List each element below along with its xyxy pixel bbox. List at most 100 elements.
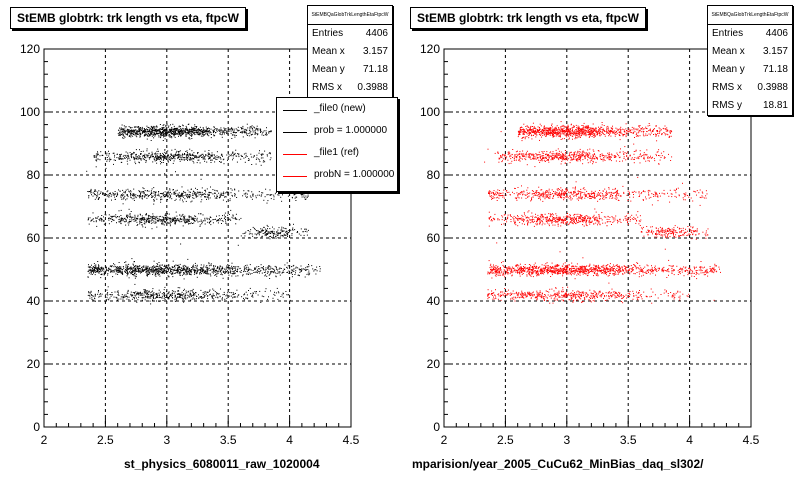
scatter-point bbox=[202, 220, 204, 222]
scatter-point bbox=[196, 219, 198, 221]
scatter-point bbox=[585, 296, 587, 298]
scatter-point bbox=[562, 300, 564, 302]
scatter-point bbox=[536, 297, 538, 299]
scatter-point bbox=[248, 274, 250, 275]
scatter-point bbox=[203, 130, 205, 131]
scatter-point bbox=[259, 150, 260, 152]
scatter-point bbox=[167, 275, 169, 277]
scatter-point bbox=[183, 264, 185, 266]
scatter-point bbox=[283, 230, 285, 232]
scatter-point bbox=[307, 269, 309, 270]
scatter-point bbox=[172, 292, 173, 294]
scatter-point bbox=[106, 269, 108, 271]
scatter-point bbox=[171, 268, 173, 270]
scatter-point bbox=[230, 128, 232, 130]
scatter-point bbox=[130, 196, 132, 198]
scatter-point bbox=[210, 293, 211, 295]
scatter-point bbox=[120, 154, 121, 156]
scatter-point bbox=[198, 191, 200, 193]
scatter-point bbox=[175, 171, 176, 173]
scatter-point bbox=[224, 130, 226, 132]
scatter-point bbox=[506, 294, 508, 296]
scatter-point bbox=[224, 196, 226, 198]
scatter-point bbox=[147, 220, 149, 222]
scatter-point bbox=[230, 300, 232, 302]
scatter-point bbox=[182, 129, 184, 131]
scatter-point bbox=[157, 263, 159, 265]
scatter-point bbox=[182, 196, 184, 198]
scatter-point bbox=[86, 170, 88, 172]
scatter-point bbox=[152, 269, 154, 271]
scatter-point bbox=[138, 133, 140, 135]
scatter-point bbox=[632, 290, 634, 292]
scatter-point bbox=[273, 228, 275, 230]
scatter-point bbox=[527, 293, 529, 295]
scatter-point bbox=[184, 217, 185, 219]
scatter-point bbox=[186, 152, 188, 153]
scatter-point bbox=[190, 269, 192, 271]
scatter-point bbox=[160, 134, 161, 136]
scatter-point bbox=[143, 294, 145, 296]
scatter-point bbox=[148, 190, 150, 192]
scatter-point bbox=[129, 269, 131, 271]
scatter-point bbox=[174, 265, 176, 267]
scatter-point bbox=[95, 300, 96, 302]
scatter-point bbox=[202, 158, 204, 160]
scatter-point bbox=[164, 267, 166, 269]
scatter-point bbox=[254, 131, 256, 133]
scatter-point bbox=[305, 228, 307, 230]
scatter-point bbox=[204, 189, 206, 191]
scatter-point bbox=[270, 153, 271, 155]
scatter-point bbox=[172, 273, 174, 275]
scatter-point bbox=[638, 296, 640, 298]
scatter-point bbox=[98, 193, 100, 195]
scatter-point bbox=[261, 192, 263, 194]
scatter-point bbox=[270, 266, 272, 268]
scatter-point bbox=[135, 133, 137, 134]
scatter-point bbox=[587, 294, 589, 296]
scatter-point bbox=[228, 154, 230, 156]
legend-label: _file0 (new) bbox=[314, 103, 366, 114]
scatter-point bbox=[286, 262, 288, 264]
scatter-point bbox=[259, 161, 261, 163]
scatter-point bbox=[583, 297, 585, 299]
scatter-point bbox=[293, 268, 295, 270]
scatter-point bbox=[155, 217, 157, 219]
scatter-point bbox=[172, 128, 174, 130]
scatter-point bbox=[170, 130, 171, 132]
scatter-point bbox=[267, 232, 269, 234]
scatter-point bbox=[269, 265, 271, 267]
scatter-point bbox=[121, 272, 123, 274]
scatter-point bbox=[229, 292, 231, 293]
scatter-point bbox=[139, 127, 141, 129]
scatter-point bbox=[149, 215, 151, 217]
scatter-point bbox=[136, 267, 138, 269]
scatter-point bbox=[168, 195, 170, 197]
scatter-point bbox=[141, 269, 143, 271]
scatter-point bbox=[186, 196, 188, 198]
scatter-point bbox=[629, 296, 630, 298]
scatter-point bbox=[266, 202, 268, 204]
x-tick-label: 3 bbox=[163, 433, 170, 447]
scatter-point bbox=[173, 292, 175, 294]
scatter-point bbox=[159, 132, 161, 134]
scatter-point bbox=[563, 295, 564, 297]
scatter-point bbox=[216, 130, 218, 132]
scatter-point bbox=[89, 268, 91, 270]
scatter-point bbox=[194, 271, 196, 273]
scatter-point bbox=[215, 158, 217, 160]
scatter-point bbox=[219, 195, 221, 197]
scatter-point bbox=[136, 265, 138, 267]
scatter-point bbox=[216, 128, 218, 130]
scatter-point bbox=[163, 126, 165, 128]
scatter-point bbox=[147, 131, 149, 132]
scatter-point bbox=[117, 294, 119, 296]
scatter-point bbox=[608, 291, 610, 293]
scatter-point bbox=[276, 269, 278, 271]
scatter-point bbox=[562, 289, 564, 291]
scatter-point bbox=[149, 130, 151, 132]
scatter-point bbox=[138, 292, 140, 294]
scatter-point bbox=[166, 133, 168, 135]
scatter-point bbox=[191, 294, 192, 296]
scatter-point bbox=[183, 154, 185, 156]
